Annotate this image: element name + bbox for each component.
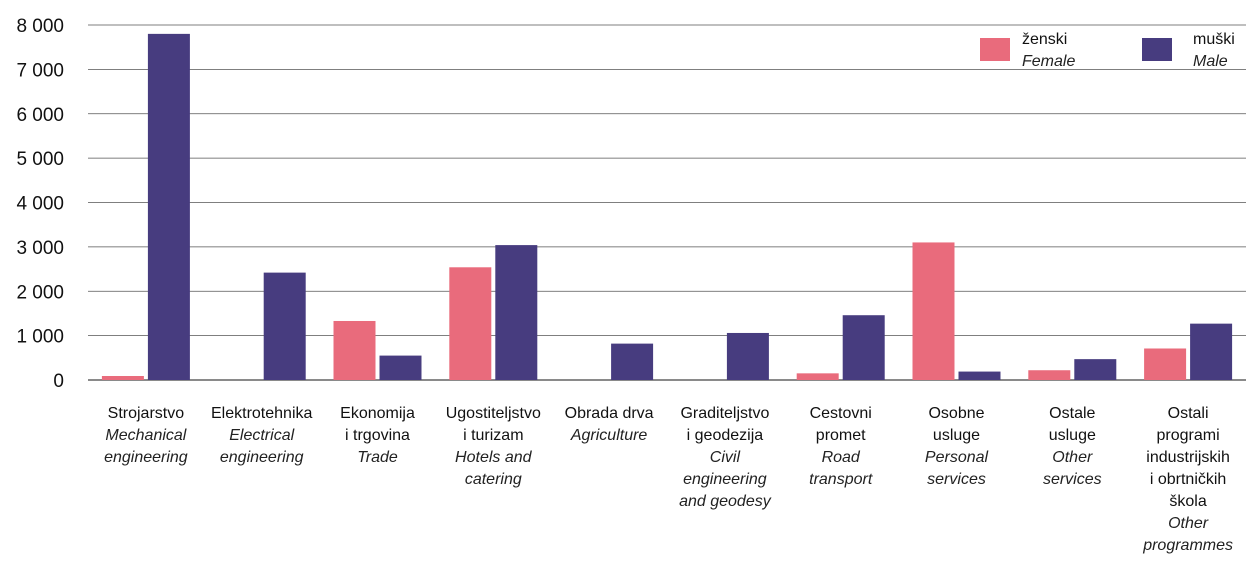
- gridlines: [88, 24, 1246, 381]
- category-label-en: engineering: [220, 449, 304, 466]
- y-axis-ticks: 0 1 000 2 000 3 000 4 000 5 000 6 000 7 000 8 00…: [16, 16, 64, 392]
- bar-female: [101, 376, 144, 380]
- category-label: i geodezija: [687, 427, 764, 444]
- y-tick-label: 5 000: [16, 149, 64, 170]
- y-tick-label: 6 000: [16, 105, 64, 126]
- category-label: usluge: [1049, 427, 1096, 444]
- bar-male: [495, 245, 538, 380]
- category-label-en: Mechanical: [105, 427, 186, 444]
- legend-label: ženski: [1022, 31, 1067, 48]
- category-label: i turizam: [463, 427, 523, 444]
- category-label: Strojarstvo: [108, 405, 185, 422]
- bar-male: [842, 315, 885, 380]
- y-tick-label: 7 000: [16, 60, 64, 81]
- y-tick-label: 8 000: [16, 16, 64, 37]
- bar-male: [726, 332, 769, 380]
- category-label: Obrada drva: [565, 405, 654, 422]
- category-label: Graditeljstvo: [680, 405, 769, 422]
- legend-label-en: Female: [1022, 53, 1075, 70]
- category-label: Osobne: [928, 405, 984, 422]
- category-label-en: Agriculture: [570, 427, 648, 444]
- y-tick-label: 1 000: [16, 327, 64, 348]
- bar-female: [449, 267, 492, 380]
- category-label-en: Hotels and: [455, 449, 533, 466]
- legend-label-en: Male: [1193, 53, 1228, 70]
- legend-swatch: [1142, 38, 1172, 61]
- bar-female: [796, 373, 839, 380]
- y-tick-label: 4 000: [16, 194, 64, 215]
- category-label: promet: [816, 427, 866, 444]
- legend-label: muški: [1193, 31, 1235, 48]
- category-label-en: Other: [1052, 449, 1093, 466]
- bar-female: [1028, 370, 1071, 380]
- category-label: industrijskih: [1146, 449, 1230, 466]
- category-label-en: Road: [822, 449, 861, 466]
- category-label: Ostali: [1168, 405, 1209, 422]
- category-label-en: transport: [809, 471, 873, 488]
- y-tick-label: 2 000: [16, 282, 64, 303]
- legend-swatch: [980, 38, 1010, 61]
- x-axis-labels: Strojarstvo Mechanical engineering Elektrot…: [104, 405, 1233, 554]
- category-label-en: Other: [1168, 515, 1209, 532]
- category-label-en: engineering: [683, 471, 767, 488]
- bar-male: [263, 272, 306, 380]
- category-label: Ekonomija: [340, 405, 415, 422]
- y-tick-label: 3 000: [16, 238, 64, 259]
- bar-male: [1074, 359, 1117, 380]
- category-label-en: services: [927, 471, 986, 488]
- category-label: Ostale: [1049, 405, 1095, 422]
- y-tick-label: 0: [53, 371, 64, 392]
- bar-female: [1144, 348, 1187, 380]
- category-label-en: programmes: [1142, 537, 1233, 554]
- category-label: programi: [1157, 427, 1220, 444]
- category-label-en: catering: [465, 471, 522, 488]
- bar-female: [912, 242, 955, 380]
- legend: ženski Female muški Male: [980, 31, 1235, 70]
- category-label-en: Electrical: [229, 427, 294, 444]
- bar-female: [333, 320, 376, 380]
- category-label: i obrtničkih: [1150, 471, 1226, 488]
- bars: [101, 33, 1233, 380]
- category-label-en: and geodesy: [679, 493, 772, 510]
- category-label-en: Civil: [710, 449, 741, 466]
- bar-male: [611, 343, 654, 380]
- bar-male: [1190, 323, 1233, 380]
- category-label: Cestovni: [810, 405, 872, 422]
- category-label: i trgovina: [345, 427, 410, 444]
- category-label-en: services: [1043, 471, 1102, 488]
- bar-male: [958, 371, 1001, 380]
- category-label: škola: [1169, 493, 1206, 510]
- category-label-en: engineering: [104, 449, 188, 466]
- category-label: Ugostiteljstvo: [446, 405, 541, 422]
- bar-male: [147, 33, 190, 380]
- bar-male: [379, 355, 422, 380]
- category-label-en: Personal: [925, 449, 989, 466]
- category-label: Elektrotehnika: [211, 405, 312, 422]
- category-label-en: Trade: [357, 449, 398, 466]
- category-label: usluge: [933, 427, 980, 444]
